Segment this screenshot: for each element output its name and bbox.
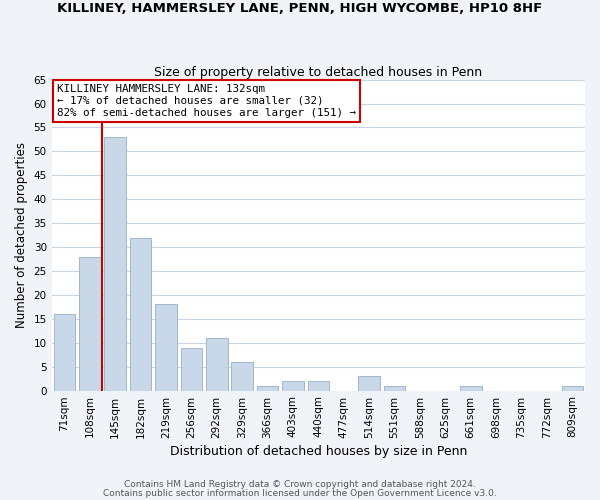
Bar (79, 256, 101, 390)
Title: Size of property relative to detached houses in Penn: Size of property relative to detached ho… (154, 66, 482, 78)
Bar (206, 338, 227, 390)
Bar (460, 386, 482, 390)
Bar (155, 304, 177, 390)
Bar (53, 314, 75, 390)
Bar (232, 362, 253, 390)
Text: Contains public sector information licensed under the Open Government Licence v3: Contains public sector information licen… (103, 489, 497, 498)
Bar (181, 348, 202, 391)
Bar (384, 386, 406, 390)
Bar (562, 386, 583, 390)
Bar (358, 376, 380, 390)
Text: KILLINEY, HAMMERSLEY LANE, PENN, HIGH WYCOMBE, HP10 8HF: KILLINEY, HAMMERSLEY LANE, PENN, HIGH WY… (58, 2, 542, 16)
Bar (130, 238, 151, 390)
Bar (282, 381, 304, 390)
Text: Contains HM Land Registry data © Crown copyright and database right 2024.: Contains HM Land Registry data © Crown c… (124, 480, 476, 489)
Bar (257, 386, 278, 390)
Bar (308, 381, 329, 390)
Bar (104, 137, 126, 390)
Text: KILLINEY HAMMERSLEY LANE: 132sqm
← 17% of detached houses are smaller (32)
82% o: KILLINEY HAMMERSLEY LANE: 132sqm ← 17% o… (57, 84, 356, 117)
X-axis label: Distribution of detached houses by size in Penn: Distribution of detached houses by size … (170, 444, 467, 458)
Y-axis label: Number of detached properties: Number of detached properties (15, 142, 28, 328)
